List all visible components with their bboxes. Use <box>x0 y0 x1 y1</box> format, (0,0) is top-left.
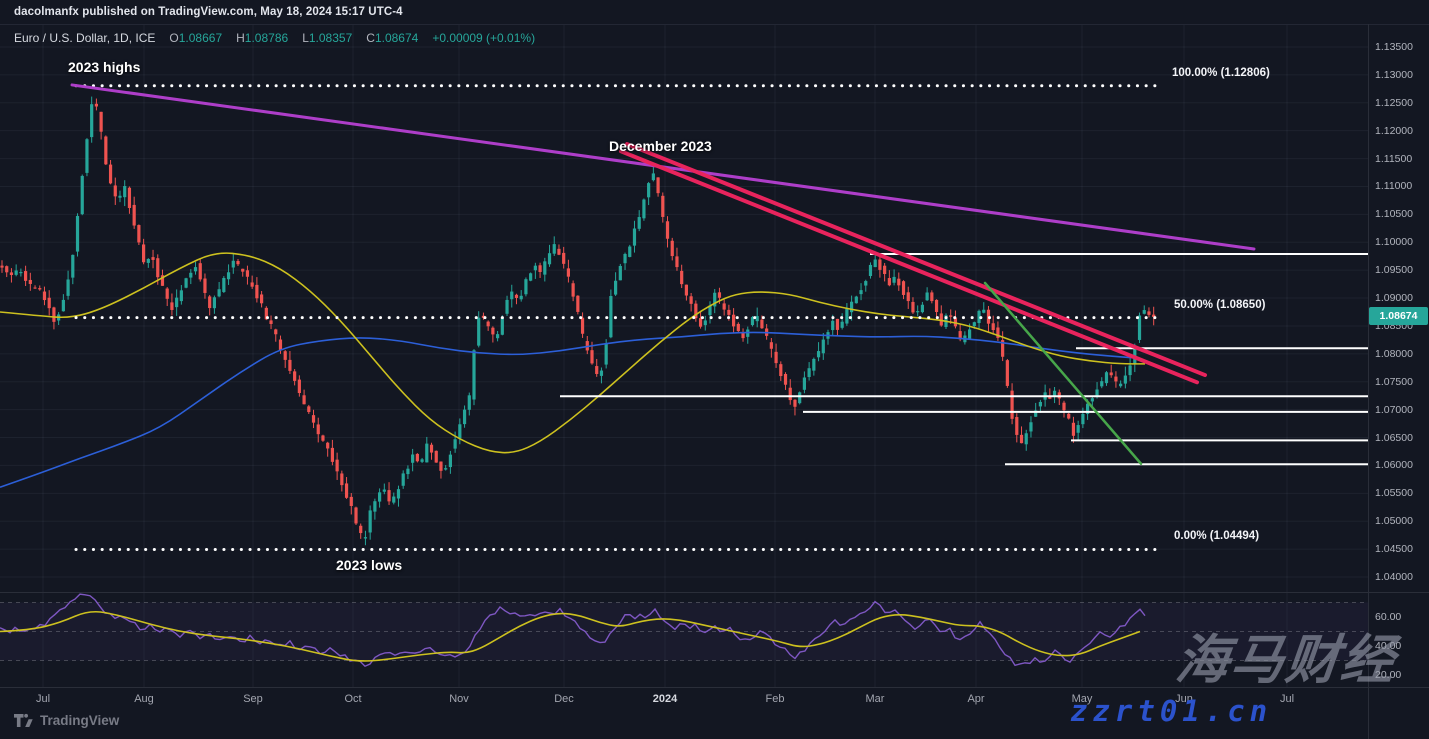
symbol-legend: Euro / U.S. Dollar, 1D, ICE O1.08667 H1.… <box>14 31 535 45</box>
price-axis[interactable]: 1.08674 1.13500 1.13000 1.12500 1.12000 1.11… <box>1368 24 1429 739</box>
ohlc-low: L1.08357 <box>302 31 353 45</box>
time-axis-label: Feb <box>765 693 785 705</box>
price-axis-label: 1.13500 <box>1375 41 1413 53</box>
price-change: +0.00009 (+0.01%) <box>432 31 536 45</box>
time-axis-label: Oct <box>344 693 362 705</box>
fib-label-50: 50.00% (1.08650) <box>1174 299 1266 311</box>
last-price-badge: 1.08674 <box>1369 307 1428 326</box>
time-axis[interactable]: Jul Aug Sep Oct Nov Dec 2024 Feb Mar Apr May Jun Jul <box>0 687 1429 710</box>
symbol-title[interactable]: Euro / U.S. Dollar, 1D, ICE <box>14 31 156 45</box>
header-divider <box>0 24 1429 25</box>
price-axis-label: 1.07500 <box>1375 375 1413 388</box>
attribution-text: dacolmanfx published on TradingView.com,… <box>14 6 403 18</box>
price-axis-label: 1.09000 <box>1375 292 1413 305</box>
watermark-url: zzrt01.cn <box>1070 694 1273 728</box>
price-axis-label: 1.13000 <box>1375 68 1413 81</box>
price-axis-label: 1.12500 <box>1375 96 1413 109</box>
price-axis-label: 1.12000 <box>1375 124 1413 137</box>
time-axis-label: Mar <box>865 693 885 705</box>
ohlc-open: O1.08667 <box>169 31 223 45</box>
time-axis-label: Jul <box>35 693 51 705</box>
price-axis-label: 1.04500 <box>1375 543 1413 556</box>
price-axis-label: 1.05500 <box>1375 487 1413 500</box>
rsi-axis-label: 40.00 <box>1375 640 1402 652</box>
ohlc-close: C1.08674 <box>366 31 419 45</box>
time-axis-label: Apr <box>967 693 985 705</box>
tradingview-logo[interactable]: TradingView <box>14 713 119 728</box>
fib-label-0: 0.00% (1.04494) <box>1174 530 1260 542</box>
price-axis-label: 1.10000 <box>1375 236 1413 249</box>
rsi-axis-label: 60.00 <box>1375 611 1402 623</box>
watermark-chinese: 海马财经 <box>1172 631 1400 690</box>
rsi-axis-label: 20.00 <box>1375 669 1402 681</box>
price-axis-label: 1.11000 <box>1375 180 1413 193</box>
time-axis-label: Sep <box>243 693 263 705</box>
annotation-2023-highs[interactable]: 2023 highs <box>68 59 141 75</box>
price-axis-label: 1.09500 <box>1375 264 1413 277</box>
price-axis-label: 1.10500 <box>1375 208 1413 221</box>
time-axis-label: May <box>1071 693 1093 705</box>
time-axis-label: Nov <box>449 693 469 705</box>
price-axis-label: 1.07000 <box>1375 403 1413 416</box>
price-axis-border <box>1368 24 1369 739</box>
price-axis-label: 1.11500 <box>1375 152 1413 165</box>
chart-canvas[interactable] <box>0 0 1368 739</box>
tradingview-logo-text: TradingView <box>40 713 120 728</box>
pane-separator[interactable] <box>0 592 1429 593</box>
annotation-2023-lows[interactable]: 2023 lows <box>336 557 403 573</box>
time-axis-label: Jun <box>1175 693 1193 705</box>
price-axis-label: 1.08000 <box>1375 347 1413 360</box>
tradingview-icon <box>14 713 33 727</box>
annotation-december-2023[interactable]: December 2023 <box>609 138 712 154</box>
price-axis-label: 1.04000 <box>1375 571 1413 583</box>
time-axis-label: Jul <box>1279 693 1295 705</box>
ohlc-high: H1.08786 <box>236 31 289 45</box>
fib-label-100: 100.00% (1.12806) <box>1172 67 1270 79</box>
price-axis-label: 1.05000 <box>1375 515 1413 528</box>
time-axis-label: Dec <box>554 693 574 705</box>
price-axis-label: 1.06000 <box>1375 459 1413 472</box>
time-axis-label: Aug <box>134 693 154 705</box>
price-axis-label: 1.06500 <box>1375 431 1413 444</box>
time-axis-label: 2024 <box>652 693 678 705</box>
